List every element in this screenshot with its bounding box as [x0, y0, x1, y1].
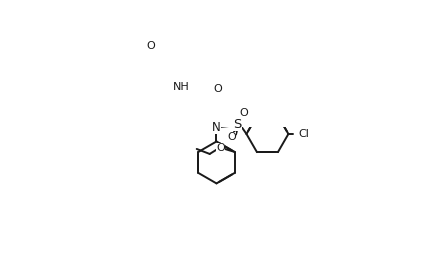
Text: O: O — [239, 108, 248, 118]
Text: N: N — [212, 121, 221, 134]
Text: NH: NH — [173, 82, 190, 92]
Text: O: O — [227, 132, 236, 142]
Text: Cl: Cl — [298, 129, 309, 139]
Text: S: S — [233, 119, 242, 132]
Text: O: O — [214, 84, 222, 94]
Text: O: O — [216, 143, 225, 153]
Text: O: O — [147, 41, 156, 51]
